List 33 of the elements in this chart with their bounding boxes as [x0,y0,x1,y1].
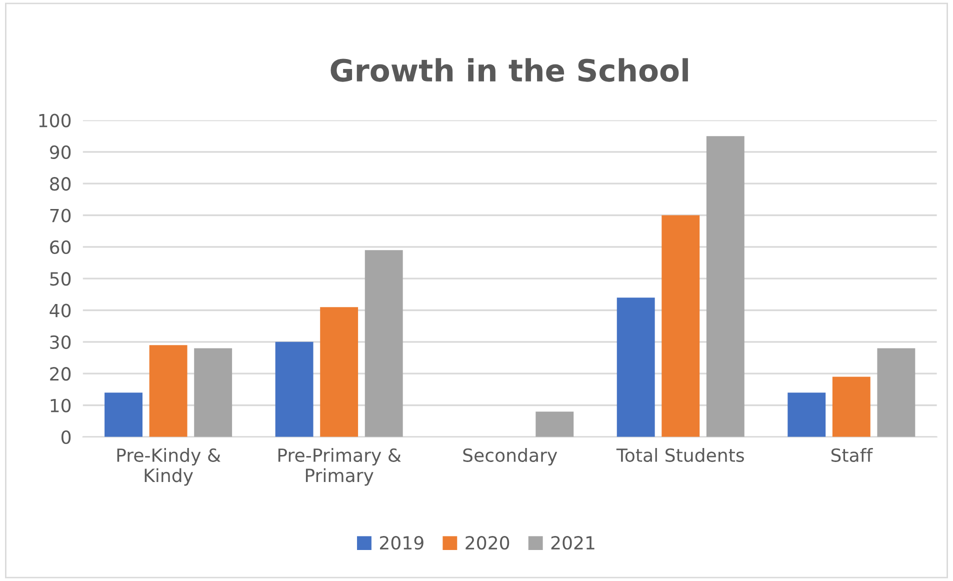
y-tick-label: 50 [50,272,71,286]
bar [832,376,870,437]
bar [194,348,232,437]
bar [364,250,403,437]
y-tick-label: 60 [50,240,71,254]
bar [320,307,358,437]
x-tick-label: Pre-Kindy & Kindy [117,448,220,486]
y-tick-label: 100 [39,114,71,128]
bar [788,392,826,437]
legend-label: 2020 [466,536,510,550]
bar [616,298,655,437]
bar [662,215,700,437]
legend-label: 2021 [551,536,594,550]
bar [877,348,916,437]
bar [275,342,314,437]
y-tick-label: 40 [50,304,71,318]
bar [536,412,574,437]
x-tick-label: Total Students [616,448,744,462]
x-tick-label: Secondary [463,448,558,466]
x-tick-label: Staff [831,448,873,462]
legend-label: 2019 [380,536,424,550]
x-tick-label: Pre-Primary & Primary [278,448,401,486]
y-tick-label: 0 [62,430,71,444]
bar [149,345,188,437]
y-tick-label: 70 [50,208,71,222]
chart-title: Growth in the School [330,58,688,82]
y-tick-label: 90 [50,145,71,160]
y-tick-label: 30 [50,335,71,350]
bar [706,136,744,437]
y-tick-label: 80 [50,177,71,191]
bar [104,392,142,437]
y-tick-label: 10 [50,398,71,412]
y-tick-label: 20 [50,367,71,381]
